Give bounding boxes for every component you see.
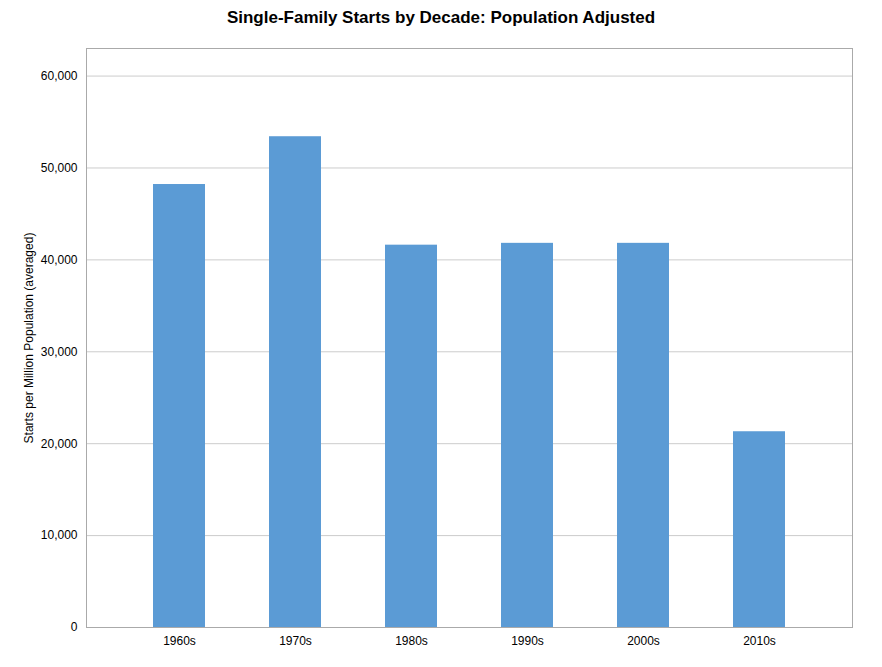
svg-text:50,000: 50,000 [41,161,78,175]
svg-text:1970s: 1970s [279,634,312,648]
svg-text:60,000: 60,000 [41,69,78,83]
svg-text:2010s: 2010s [743,634,776,648]
svg-text:30,000: 30,000 [41,345,78,359]
svg-text:1960s: 1960s [163,634,196,648]
html-text:Single-Family Starts by Decade: Single-Family Starts by Decade: Populati… [226,8,656,27]
svg-text:1980s: 1980s [395,634,428,648]
svg-text:10,000: 10,000 [41,528,78,542]
svg-text:2000s: 2000s [627,634,660,648]
svg-text:40,000: 40,000 [41,253,78,267]
svg-text:1990s: 1990s [511,634,544,648]
svg-text:20,000: 20,000 [41,437,78,451]
svg-text:Starts per Million Population: Starts per Million Population (averaged) [22,233,36,444]
svg-text:0: 0 [71,620,78,634]
